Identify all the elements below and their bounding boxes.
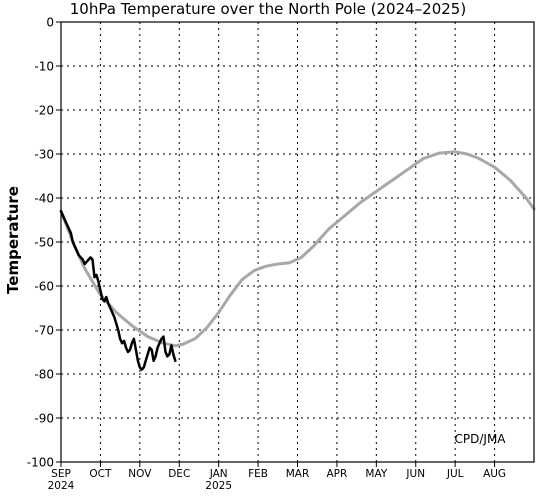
- y-tick-label: -100: [27, 456, 54, 470]
- x-tick-label: FEB: [248, 468, 268, 480]
- y-tick-label: -70: [34, 324, 54, 338]
- x-tick-label: JUN: [405, 468, 425, 480]
- x-tick-label: DEC: [168, 468, 190, 480]
- y-tick-label: -90: [34, 412, 54, 426]
- x-tick-label: APR: [327, 468, 348, 480]
- series-layer: [59, 150, 536, 371]
- x-tick-label: SEP: [51, 468, 71, 480]
- grid-lines: [61, 22, 534, 462]
- y-tick-label: -10: [34, 60, 54, 74]
- x-year-label: 2025: [205, 480, 232, 492]
- y-tick-label: -20: [34, 104, 54, 118]
- y-tick-label: -30: [34, 148, 54, 162]
- observed-temperature-line: [59, 209, 177, 371]
- y-tick-label: -40: [34, 192, 54, 206]
- x-tick-label: JUL: [446, 468, 464, 480]
- x-tick-label: MAR: [286, 468, 310, 480]
- chart-title: 10hPa Temperature over the North Pole (2…: [70, 0, 466, 18]
- x-tick-label: MAY: [365, 468, 387, 480]
- climatology-line: [59, 150, 536, 348]
- y-tick-label: -80: [34, 368, 54, 382]
- y-axis-label: Temperature: [4, 186, 22, 294]
- source-annotation: CPD/JMA: [455, 432, 507, 446]
- x-tick-label: OCT: [89, 468, 112, 480]
- x-year-label: 2024: [48, 480, 75, 492]
- y-tick-label: 0: [46, 16, 54, 30]
- x-tick-label: NOV: [128, 468, 152, 480]
- y-tick-label: -50: [34, 236, 54, 250]
- x-tick-label: AUG: [483, 468, 506, 480]
- x-tick-label: JAN: [209, 468, 228, 480]
- y-tick-label: -60: [34, 280, 54, 294]
- plot-frame: [60, 21, 535, 463]
